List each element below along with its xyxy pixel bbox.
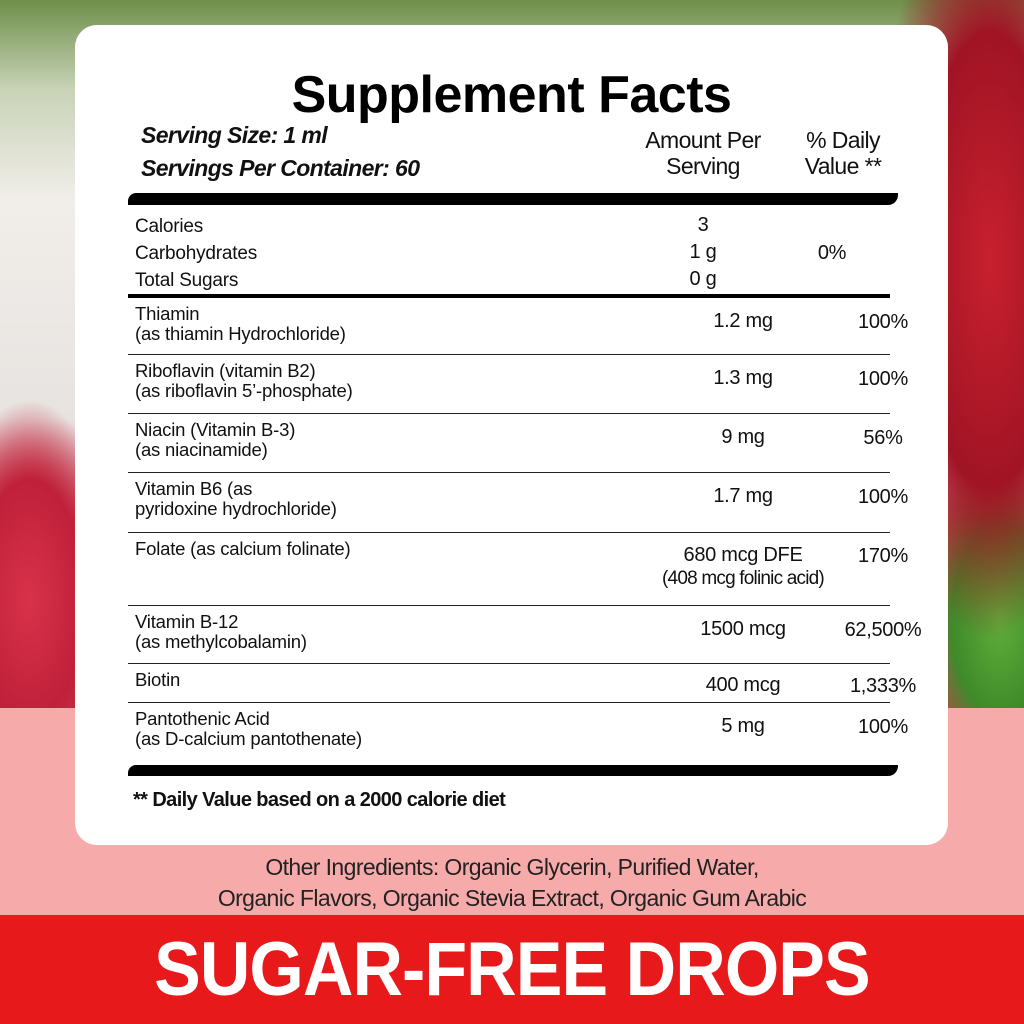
- other-ingredients: Other Ingredients: Organic Glycerin, Pur…: [0, 852, 1024, 914]
- nutrient-row: Vitamin B-12 (as methylcobalamin) 1500 m…: [128, 606, 922, 664]
- nutrient-name-line: Vitamin B6 (as: [135, 478, 253, 499]
- nutrient-dv: 56%: [863, 427, 903, 449]
- ingredients-line: Organic Flavors, Organic Stevia Extract,…: [217, 885, 807, 911]
- nutrient-dv: 100%: [858, 311, 908, 333]
- nutrient-amount: 1.3 mg: [648, 366, 838, 390]
- nutrient-amount: 680 mcg DFE (408 mcg folinic acid): [648, 543, 838, 591]
- nutrient-name-line: Vitamin B-12: [135, 611, 239, 632]
- dv-header: % Daily Value **: [787, 127, 899, 179]
- nutrient-source-line: (as thiamin Hydrochloride): [135, 323, 346, 344]
- nutrient-row: Niacin (Vitamin B-3) (as niacinamide) 9 …: [128, 414, 903, 473]
- servings-per-container: Servings Per Container: 60: [141, 155, 420, 181]
- nutrient-row: Riboflavin (vitamin B2) (as riboflavin 5…: [128, 355, 908, 414]
- amount-line: 1.7 mg: [713, 485, 773, 507]
- nutrient-amount: 1500 mcg: [648, 617, 838, 641]
- nutrient-row: Vitamin B6 (as pyridoxine hydrochloride)…: [128, 473, 908, 533]
- nutrient-amount: 400 mcg: [648, 673, 838, 697]
- nutrient-name: Riboflavin (vitamin B2) (as riboflavin 5…: [135, 361, 353, 401]
- nutrient-name: Biotin: [135, 670, 180, 690]
- nutrient-row: Pantothenic Acid (as D-calcium pantothen…: [128, 703, 908, 766]
- nutrient-name-line: Folate (as calcium folinate): [135, 538, 351, 559]
- label: Carbohydrates: [135, 243, 258, 264]
- nutrient-dv: 100%: [858, 716, 908, 738]
- amount-header-line: Serving: [666, 153, 740, 179]
- panel-title: Supplement Facts: [291, 66, 732, 124]
- serving-size: Serving Size: 1 ml: [141, 122, 328, 148]
- amount-line: 1.2 mg: [713, 310, 773, 332]
- thick-divider: [128, 193, 898, 205]
- label: Total Sugars: [135, 270, 239, 291]
- amount-line: 5 mg: [721, 715, 765, 737]
- nutrient-dv: 100%: [858, 486, 908, 508]
- nutrient-row: Folate (as calcium folinate) 680 mcg DFE…: [128, 533, 908, 606]
- nutrient-name-line: Thiamin: [135, 303, 200, 324]
- nutrient-dv: 1,333%: [849, 675, 917, 697]
- nutrient-source-line: (as niacinamide): [135, 439, 268, 460]
- ingredients-line: Other Ingredients: Organic Glycerin, Pur…: [265, 854, 759, 880]
- nutrient-name-line: Niacin (Vitamin B-3): [135, 419, 296, 440]
- nutrient-dv: 62,500%: [844, 619, 922, 641]
- label: Calories: [135, 216, 204, 237]
- nutrient-name: Niacin (Vitamin B-3) (as niacinamide): [135, 420, 295, 460]
- amount-line: 1500 mcg: [700, 618, 786, 640]
- amount: 0 g: [689, 268, 717, 290]
- nutrient-amount: 9 mg: [648, 425, 838, 449]
- nutrient-name: Pantothenic Acid (as D-calcium pantothen…: [135, 709, 362, 749]
- nutrient-row: Biotin 400 mcg 1,333%: [128, 664, 916, 703]
- nutrient-name: Thiamin (as thiamin Hydrochloride): [135, 304, 346, 344]
- nutrient-name-line: Riboflavin (vitamin B2): [135, 360, 316, 381]
- calories-labels: Calories Carbohydrates Total Sugars: [135, 213, 257, 294]
- amount-line: 400 mcg: [705, 674, 781, 696]
- nutrient-name-line: Pantothenic Acid: [135, 708, 270, 729]
- nutrient-dv: 170%: [858, 545, 908, 567]
- nutrient-amount: 5 mg: [648, 714, 838, 738]
- amount-line: (408 mcg folinic acid): [662, 568, 825, 589]
- amount-line: 1.3 mg: [713, 367, 773, 389]
- footnote: ** Daily Value based on a 2000 calorie d…: [133, 789, 506, 811]
- nutrient-source-line: pyridoxine hydrochloride): [135, 498, 337, 519]
- dv-header-line: Value **: [804, 153, 882, 179]
- amount-header-line: Amount Per: [645, 127, 761, 153]
- amount-line: 9 mg: [721, 426, 765, 448]
- divider: [128, 294, 890, 298]
- nutrient-row: Thiamin (as thiamin Hydrochloride) 1.2 m…: [128, 298, 908, 355]
- nutrient-name: Vitamin B-12 (as methylcobalamin): [135, 612, 307, 652]
- amount: 3: [697, 214, 709, 236]
- dv: 0%: [817, 242, 847, 264]
- nutrient-source-line: (as methylcobalamin): [135, 631, 307, 652]
- supplement-facts-panel: Supplement Facts Serving Size: 1 ml Serv…: [75, 25, 948, 845]
- nutrient-source-line: (as riboflavin 5’-phosphate): [135, 380, 353, 401]
- nutrient-source-line: (as D-calcium pantothenate): [135, 728, 362, 749]
- nutrient-dv: 100%: [858, 368, 908, 390]
- amount-header: Amount Per Serving: [623, 127, 783, 179]
- nutrient-name: Folate (as calcium folinate): [135, 538, 351, 559]
- calories-amounts: 3 1 g 0 g: [633, 212, 773, 293]
- amount: 1 g: [689, 241, 717, 263]
- nutrient-amount: 1.2 mg: [648, 309, 838, 333]
- nutrient-amount: 1.7 mg: [648, 484, 838, 508]
- banner-text: SUGAR-FREE DROPS: [154, 927, 871, 1012]
- thick-divider: [128, 765, 898, 776]
- nutrient-name: Vitamin B6 (as pyridoxine hydrochloride): [135, 479, 337, 519]
- dv-header-line: % Daily: [806, 127, 880, 153]
- nutrient-name-line: Biotin: [135, 669, 181, 690]
- amount-line: 680 mcg DFE: [683, 544, 803, 566]
- banner: SUGAR-FREE DROPS: [0, 915, 1024, 1024]
